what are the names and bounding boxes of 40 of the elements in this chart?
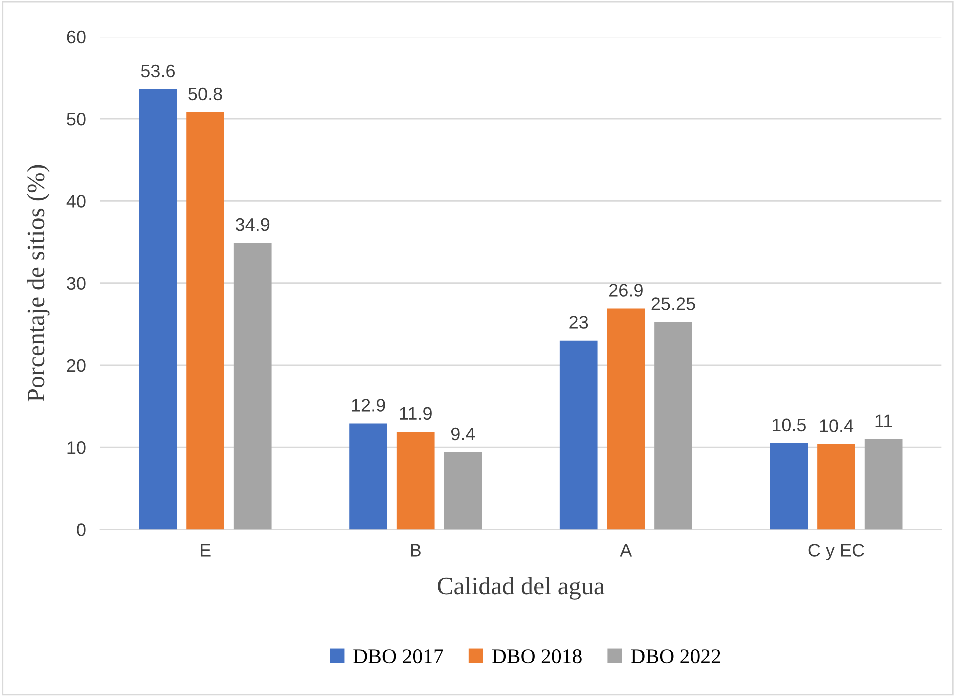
legend-label: DBO 2018 (492, 650, 582, 664)
bar (864, 439, 903, 530)
bar (770, 443, 808, 530)
data-label: 12.9 (352, 399, 386, 412)
data-label: 53.6 (141, 64, 175, 78)
y-tick-label: 50 (67, 113, 86, 126)
bar (350, 424, 388, 530)
data-label: 34.9 (236, 218, 270, 232)
data-label: 50.8 (188, 88, 222, 101)
y-tick-label: 30 (67, 277, 86, 290)
data-label: 10.4 (820, 420, 854, 432)
y-tick-label: 0 (77, 524, 86, 536)
x-tick-label: A (620, 544, 632, 557)
bar (396, 432, 435, 530)
bar (818, 444, 856, 530)
bar (654, 322, 692, 530)
y-tick-label: 40 (66, 195, 86, 208)
bar (560, 340, 598, 530)
y-tick-label: 60 (67, 30, 86, 44)
x-tick-label: C y EC (808, 544, 864, 560)
x-tick-label: E (201, 544, 211, 557)
legend-label: DBO 2022 (631, 650, 720, 664)
data-label: 25.25 (652, 298, 696, 310)
bar (444, 452, 482, 530)
y-tick-label: 10 (68, 442, 86, 454)
x-axis-title: Calidad del agua (438, 577, 605, 600)
bar (234, 243, 272, 530)
data-label: 23 (570, 316, 588, 329)
bar (607, 308, 646, 530)
y-axis-title: Porcentaje de sitios (%) (27, 165, 50, 402)
data-label: 26.9 (610, 284, 643, 297)
x-tick-label: B (411, 544, 421, 557)
data-label: 11.9 (400, 407, 432, 420)
data-label: 9.4 (451, 428, 476, 441)
legend-label: DBO 2017 (354, 650, 444, 664)
y-tick-label: 20 (67, 359, 86, 372)
data-label: 10.5 (772, 418, 806, 432)
bar (186, 112, 224, 530)
bar (139, 90, 178, 530)
data-label: 11 (876, 414, 892, 428)
